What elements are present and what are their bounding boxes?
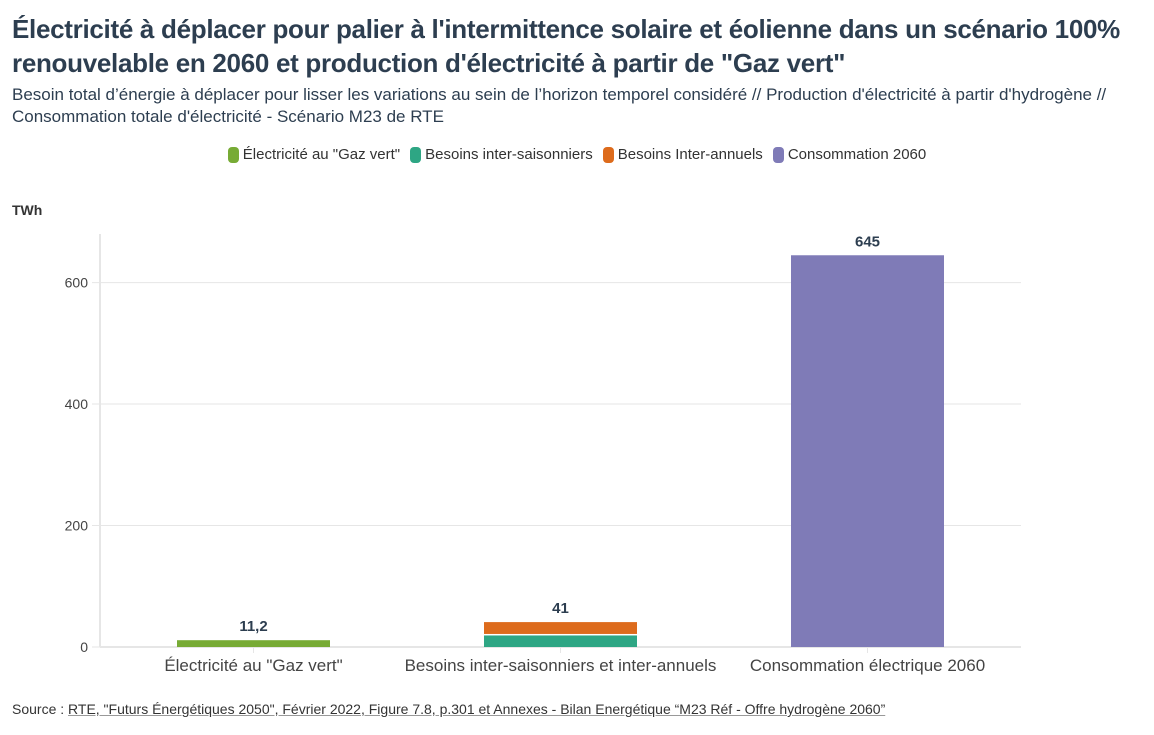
x-tick-label: Électricité au "Gaz vert" [164, 656, 342, 675]
y-tick-label: 600 [65, 275, 89, 291]
legend-swatch [602, 146, 614, 163]
legend-item-inter-saisonniers[interactable]: Besoins inter-saisonniers [410, 146, 593, 163]
chart-subtitle: Besoin total d’énergie à déplacer pour l… [12, 85, 1107, 126]
y-tick-label: 400 [65, 396, 89, 412]
legend-item-consommation[interactable]: Consommation 2060 [772, 146, 927, 163]
legend-swatch [410, 146, 422, 163]
legend: Électricité au "Gaz vert" Besoins inter-… [0, 146, 1154, 163]
legend-label: Consommation 2060 [787, 146, 927, 163]
source-label: Source : [12, 701, 69, 717]
legend-swatch [227, 146, 239, 163]
legend-item-gaz-vert[interactable]: Électricité au "Gaz vert" [227, 146, 401, 163]
legend-item-inter-annuels[interactable]: Besoins Inter-annuels [602, 146, 763, 163]
source-note: Source : RTE, "Futurs Énergétiques 2050"… [12, 701, 885, 717]
legend-label: Besoins Inter-annuels [617, 146, 763, 163]
chart-title: Électricité à déplacer pour palier à l'i… [12, 14, 1120, 78]
y-axis-label: TWh [12, 202, 43, 218]
x-tick-label: Consommation électrique 2060 [750, 656, 985, 675]
bar-segment[interactable] [791, 255, 944, 647]
legend-swatch [772, 146, 784, 163]
bar-segment[interactable] [177, 640, 330, 647]
y-tick-label: 0 [80, 639, 88, 655]
bar-value-label: 11,2 [239, 618, 267, 635]
y-tick-label: 200 [65, 518, 89, 534]
legend-label: Électricité au "Gaz vert" [242, 146, 401, 163]
bar-segment[interactable] [484, 635, 637, 647]
legend-label: Besoins inter-saisonniers [425, 146, 593, 163]
source-link[interactable]: RTE, "Futurs Énergétiques 2050", Février… [68, 701, 886, 717]
bar-value-label: 645 [855, 233, 880, 250]
bar-value-label: 41 [552, 600, 569, 617]
x-tick-label: Besoins inter-saisonniers et inter-annue… [405, 656, 717, 675]
bar-segment[interactable] [484, 622, 637, 634]
